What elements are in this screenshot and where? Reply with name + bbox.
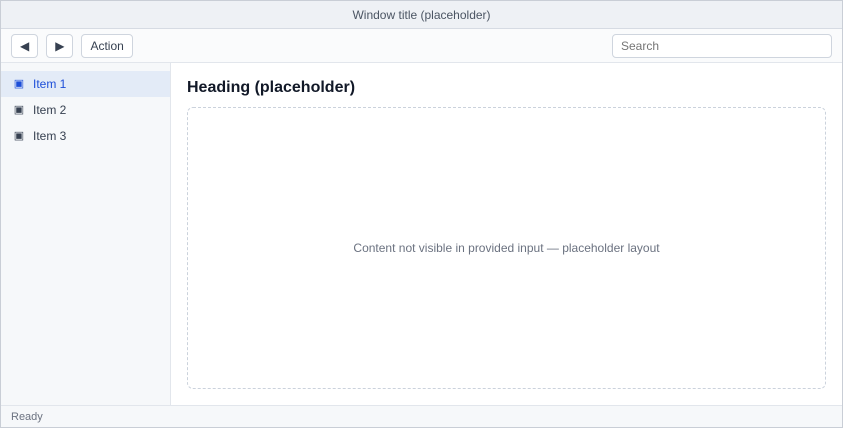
title-bar: Window title (placeholder) <box>1 1 842 29</box>
search-input[interactable] <box>612 33 832 58</box>
back-button[interactable]: ◀ <box>11 33 39 58</box>
placeholder-note: Content not visible in provided input — … <box>353 241 660 255</box>
window-title: Window title (placeholder) <box>352 7 491 22</box>
status-text: Ready <box>11 410 43 423</box>
sidebar: ▣ Item 1 ▣ Item 2 ▣ Item 3 <box>1 63 171 405</box>
sidebar-item-label: Item 1 <box>33 77 67 91</box>
status-bar: Ready <box>1 405 842 427</box>
action-button[interactable]: Action <box>81 33 133 58</box>
sidebar-item-label: Item 3 <box>33 129 67 143</box>
content-placeholder: Content not visible in provided input — … <box>187 107 826 389</box>
sidebar-item-2[interactable]: ▣ Item 2 <box>1 97 170 123</box>
sidebar-item-label: Item 2 <box>33 103 67 117</box>
folder-icon: ▣ <box>13 78 25 90</box>
folder-icon: ▣ <box>13 130 25 142</box>
content-area: ▣ Item 1 ▣ Item 2 ▣ Item 3 Heading (plac… <box>1 63 842 405</box>
sidebar-item-3[interactable]: ▣ Item 3 <box>1 123 170 149</box>
page-title: Heading (placeholder) <box>187 79 356 96</box>
folder-icon: ▣ <box>13 104 25 116</box>
sidebar-item-1[interactable]: ▣ Item 1 <box>1 71 170 97</box>
main-panel: Heading (placeholder) Content not visibl… <box>171 63 842 405</box>
forward-button[interactable]: ▶ <box>46 33 74 58</box>
toolbar: ◀ ▶ Action <box>1 29 842 63</box>
